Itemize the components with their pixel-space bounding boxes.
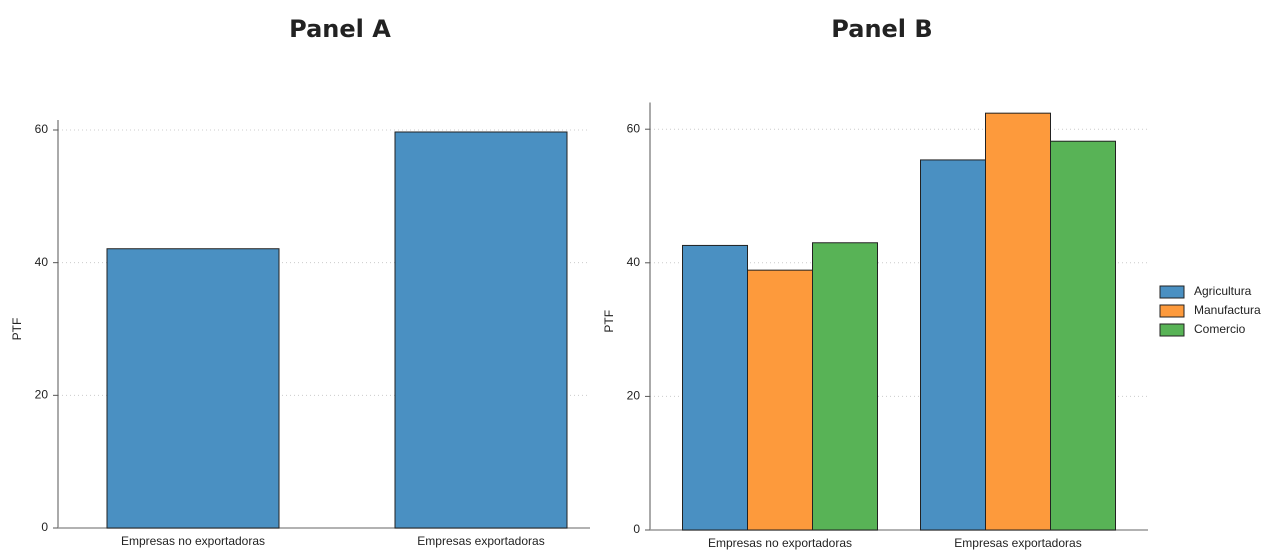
legend-swatch (1159, 304, 1185, 318)
legend-swatch (1159, 285, 1185, 299)
legend-swatch (1159, 323, 1185, 337)
bar (106, 248, 280, 529)
x-tick-label: Empresas no exportadoras (708, 536, 852, 550)
y-tick-label: 40 (627, 255, 641, 269)
legend-label: Manufactura (1194, 303, 1261, 317)
bar (812, 242, 878, 531)
bar (747, 269, 813, 531)
legend-label: Agricultura (1194, 284, 1252, 298)
x-tick-label: Empresas exportadoras (954, 536, 1081, 550)
y-tick-label: 0 (633, 522, 640, 536)
x-tick-label: Empresas no exportadoras (121, 534, 265, 548)
bar (1050, 140, 1116, 531)
y-tick-label: 60 (627, 121, 641, 135)
chart-title: Panel A (289, 15, 391, 43)
y-tick-label: 60 (35, 122, 49, 136)
y-axis-label: PTF (602, 310, 616, 333)
bar (985, 112, 1051, 531)
bar (682, 244, 748, 531)
y-axis-label: PTF (10, 318, 24, 341)
legend-label: Comercio (1194, 322, 1246, 336)
bar (920, 159, 986, 531)
x-tick-label: Empresas exportadoras (417, 534, 544, 548)
y-tick-label: 20 (627, 389, 641, 403)
bar (394, 131, 568, 529)
y-tick-label: 0 (41, 520, 48, 534)
chart-title: Panel B (831, 15, 932, 43)
y-tick-label: 20 (35, 388, 49, 402)
y-tick-label: 40 (35, 255, 49, 269)
